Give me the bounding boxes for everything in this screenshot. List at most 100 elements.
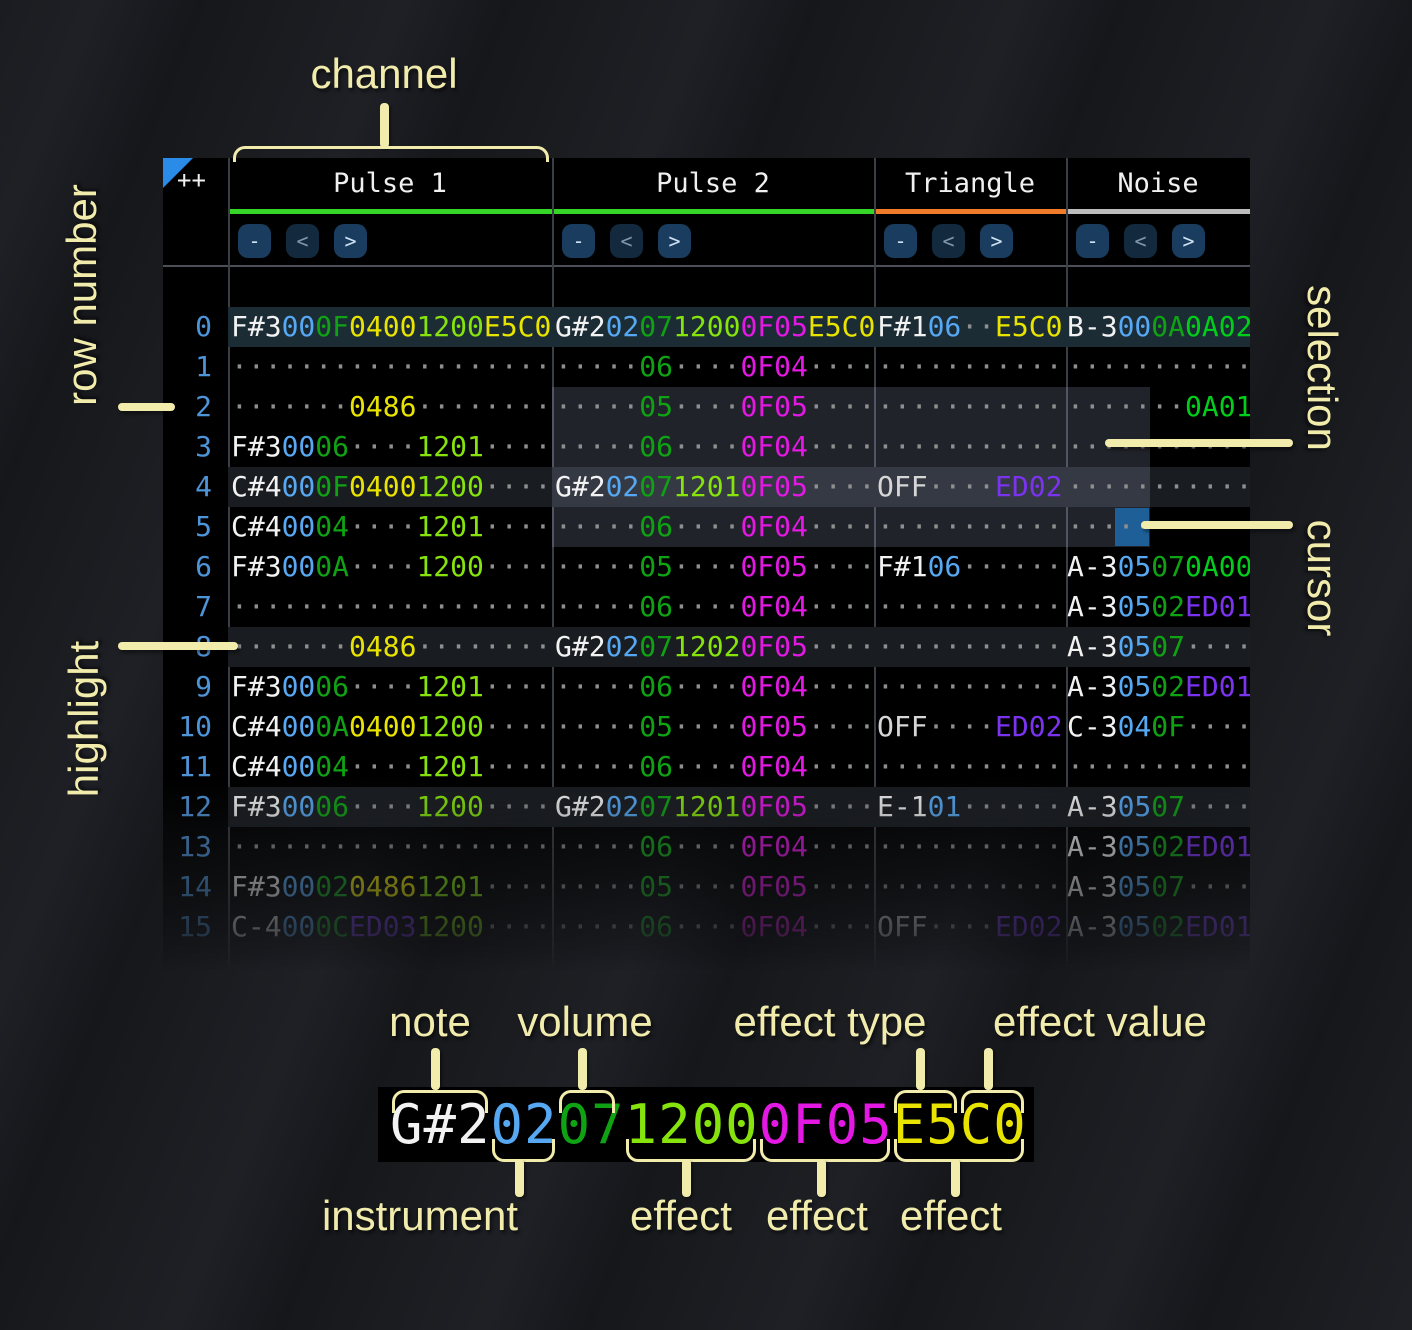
pattern-cell-pulse-1[interactable]: F#30006····1201···· bbox=[231, 427, 554, 467]
pattern-cell-pulse-2[interactable]: G#2020712020F05···· bbox=[555, 627, 876, 667]
channel-underline-pulse-1 bbox=[228, 209, 552, 214]
pattern-cell-pulse-1[interactable]: ··················· bbox=[231, 347, 554, 387]
highlight-row-background bbox=[228, 627, 1250, 667]
pattern-cell-noise[interactable]: ··········· bbox=[1067, 467, 1250, 507]
channel-button-right-triangle[interactable]: > bbox=[980, 224, 1013, 258]
pattern-cell-pulse-2[interactable]: ·····06····0F04···· bbox=[555, 747, 876, 787]
pattern-cell-pulse-2[interactable]: ·····05····0F05···· bbox=[555, 547, 876, 587]
cell-segment: ED01 bbox=[1185, 910, 1250, 943]
pattern-cell-noise[interactable]: B-3000A0A02 bbox=[1067, 307, 1250, 347]
pattern-cell-triangle[interactable]: ··········· bbox=[877, 827, 1068, 867]
pattern-cell-triangle[interactable]: ··········· bbox=[877, 747, 1068, 787]
pattern-cell-triangle[interactable]: ··········· bbox=[877, 507, 1068, 547]
pattern-cell-pulse-2[interactable]: ·····05····0F05···· bbox=[555, 387, 876, 427]
pattern-cell-triangle[interactable]: E-101······ bbox=[877, 787, 1068, 827]
pattern-cell-pulse-2[interactable]: ·····06····0F04···· bbox=[555, 827, 876, 867]
pattern-cell-pulse-1[interactable]: ··················· bbox=[231, 587, 554, 627]
channel-button-minus-triangle[interactable]: - bbox=[884, 224, 917, 258]
pattern-cell-noise[interactable]: A-30502ED01 bbox=[1067, 907, 1250, 947]
channel-button-right-pulse-1[interactable]: > bbox=[334, 224, 367, 258]
pattern-cell-pulse-1[interactable]: ·······0486········ bbox=[231, 387, 554, 427]
pattern-cell-triangle[interactable]: F#106······ bbox=[877, 547, 1068, 587]
pattern-row: 14 F#3000204861201···· ·····05····0F05····… bbox=[163, 867, 1250, 907]
pattern-cell-noise[interactable]: ··········· bbox=[1067, 347, 1250, 387]
cell-segment: ···· bbox=[807, 750, 876, 783]
pattern-cell-triangle[interactable]: OFF····ED02 bbox=[877, 707, 1068, 747]
pattern-cell-triangle[interactable]: ··········· bbox=[877, 387, 1068, 427]
pattern-cell-pulse-1[interactable]: F#3000F04001200E5C0 bbox=[231, 307, 554, 347]
channel-underline-triangle bbox=[874, 209, 1066, 214]
pattern-cell-noise[interactable]: ·······0A01 bbox=[1067, 387, 1250, 427]
pattern-cell-pulse-1[interactable]: C#4000A04001200···· bbox=[231, 707, 554, 747]
pattern-cell-triangle[interactable]: ··········· bbox=[877, 587, 1068, 627]
channel-button-minus-noise[interactable]: - bbox=[1076, 224, 1109, 258]
pattern-cell-triangle[interactable]: ··········· bbox=[877, 347, 1068, 387]
pattern-cell-pulse-1[interactable]: ·······0486········ bbox=[231, 627, 554, 667]
pattern-cell-noise[interactable]: A-30502ED01 bbox=[1067, 667, 1250, 707]
channel-button-minus-pulse-2[interactable]: - bbox=[562, 224, 595, 258]
pattern-cell-noise[interactable]: ··········· bbox=[1067, 427, 1250, 467]
cell-segment: A-3 bbox=[1067, 830, 1118, 863]
pattern-cell-pulse-2[interactable]: ·····06····0F04···· bbox=[555, 507, 876, 547]
pattern-cell-pulse-1[interactable]: F#3000A····1200···· bbox=[231, 547, 554, 587]
cell-segment: F#1 bbox=[877, 310, 928, 343]
corner-triangle-icon bbox=[163, 158, 193, 188]
cell-segment: 05 bbox=[1117, 590, 1152, 623]
channel-button-right-pulse-2[interactable]: > bbox=[658, 224, 691, 258]
cell-segment: ···· bbox=[927, 710, 996, 743]
pattern-cell-pulse-1[interactable]: C#40004····1201···· bbox=[231, 507, 554, 547]
pattern-cell-pulse-2[interactable]: ·····05····0F05···· bbox=[555, 707, 876, 747]
channel-button-left-noise[interactable]: < bbox=[1124, 224, 1157, 258]
pattern-cell-noise[interactable]: A-30502ED01 bbox=[1067, 587, 1250, 627]
pattern-cell-noise[interactable]: ··········· bbox=[1067, 747, 1250, 787]
pattern-cell-pulse-1[interactable]: C#4000F04001200···· bbox=[231, 467, 554, 507]
pattern-cell-pulse-1[interactable]: F#3000204861201···· bbox=[231, 867, 554, 907]
pattern-cell-triangle[interactable]: ··········· bbox=[877, 867, 1068, 907]
pattern-cell-pulse-1[interactable]: C-4000CED031200···· bbox=[231, 907, 554, 947]
pattern-cell-noise[interactable]: A-30507···· bbox=[1067, 627, 1250, 667]
pattern-cell-pulse-2[interactable]: ·····06····0F04···· bbox=[555, 427, 876, 467]
pattern-cell-pulse-2[interactable]: G#2020712010F05···· bbox=[555, 787, 876, 827]
channel-button-left-triangle[interactable]: < bbox=[932, 224, 965, 258]
channel-button-left-pulse-1[interactable]: < bbox=[286, 224, 319, 258]
pattern-cell-pulse-1[interactable]: C#40004····1201···· bbox=[231, 747, 554, 787]
channel-button-right-noise[interactable]: > bbox=[1172, 224, 1205, 258]
cell-segment: ···· bbox=[483, 510, 552, 543]
bracket-effect-value bbox=[961, 1090, 1024, 1113]
pattern-cell-triangle[interactable]: OFF····ED02 bbox=[877, 907, 1068, 947]
pattern-cell-triangle[interactable]: F#106··E5C0 bbox=[877, 307, 1068, 347]
row-number: 15 bbox=[178, 910, 212, 943]
breakdown-segment: E5C0 bbox=[892, 1093, 1027, 1156]
pattern-cell-pulse-2[interactable]: ·····05····0F05···· bbox=[555, 867, 876, 907]
pattern-cell-noise[interactable]: A-30502ED01 bbox=[1067, 827, 1250, 867]
channel-button-left-pulse-2[interactable]: < bbox=[610, 224, 643, 258]
pattern-cell-pulse-2[interactable]: ·····06····0F04···· bbox=[555, 587, 876, 627]
pattern-cell-triangle[interactable]: ··········· bbox=[877, 667, 1068, 707]
pattern-cell-pulse-2[interactable]: ·····06····0F04···· bbox=[555, 347, 876, 387]
pattern-cell-pulse-1[interactable]: ··················· bbox=[231, 827, 554, 867]
selection-overlay bbox=[552, 387, 1150, 547]
breakdown-effect-type-tick bbox=[916, 1048, 925, 1090]
cell-segment: ···· bbox=[807, 630, 876, 663]
pattern-cell-pulse-2[interactable]: G#2020712000F05E5C0 bbox=[555, 307, 876, 347]
row-number: 2 bbox=[195, 390, 212, 423]
pattern-cell-noise[interactable]: A-30507···· bbox=[1067, 867, 1250, 907]
pattern-cell-pulse-2[interactable]: ·····06····0F04···· bbox=[555, 667, 876, 707]
cell-segment: F#1 bbox=[877, 550, 928, 583]
pattern-cell-noise[interactable]: A-30507···· bbox=[1067, 787, 1250, 827]
pattern-cell-pulse-1[interactable]: F#30006····1200···· bbox=[231, 787, 554, 827]
pattern-cell-pulse-2[interactable]: G#2020712010F05···· bbox=[555, 467, 876, 507]
row-number: 4 bbox=[195, 470, 212, 503]
cell-segment: 02 bbox=[1151, 670, 1186, 703]
channel-button-minus-pulse-1[interactable]: - bbox=[238, 224, 271, 258]
pattern-expand-control[interactable]: ++ bbox=[177, 166, 206, 194]
pattern-cell-pulse-2[interactable]: ·····06····0F04···· bbox=[555, 907, 876, 947]
breakdown-segment: G#2 bbox=[390, 1093, 491, 1156]
pattern-cell-triangle[interactable]: ··········· bbox=[877, 427, 1068, 467]
cell-segment: ···· bbox=[807, 870, 876, 903]
pattern-cell-triangle[interactable]: ··········· bbox=[877, 627, 1068, 667]
pattern-cell-noise[interactable]: C-3040F···· bbox=[1067, 707, 1250, 747]
pattern-cell-triangle[interactable]: OFF····ED02 bbox=[877, 467, 1068, 507]
pattern-cell-noise[interactable]: A-305070A00 bbox=[1067, 547, 1250, 587]
pattern-cell-pulse-1[interactable]: F#30006····1201···· bbox=[231, 667, 554, 707]
